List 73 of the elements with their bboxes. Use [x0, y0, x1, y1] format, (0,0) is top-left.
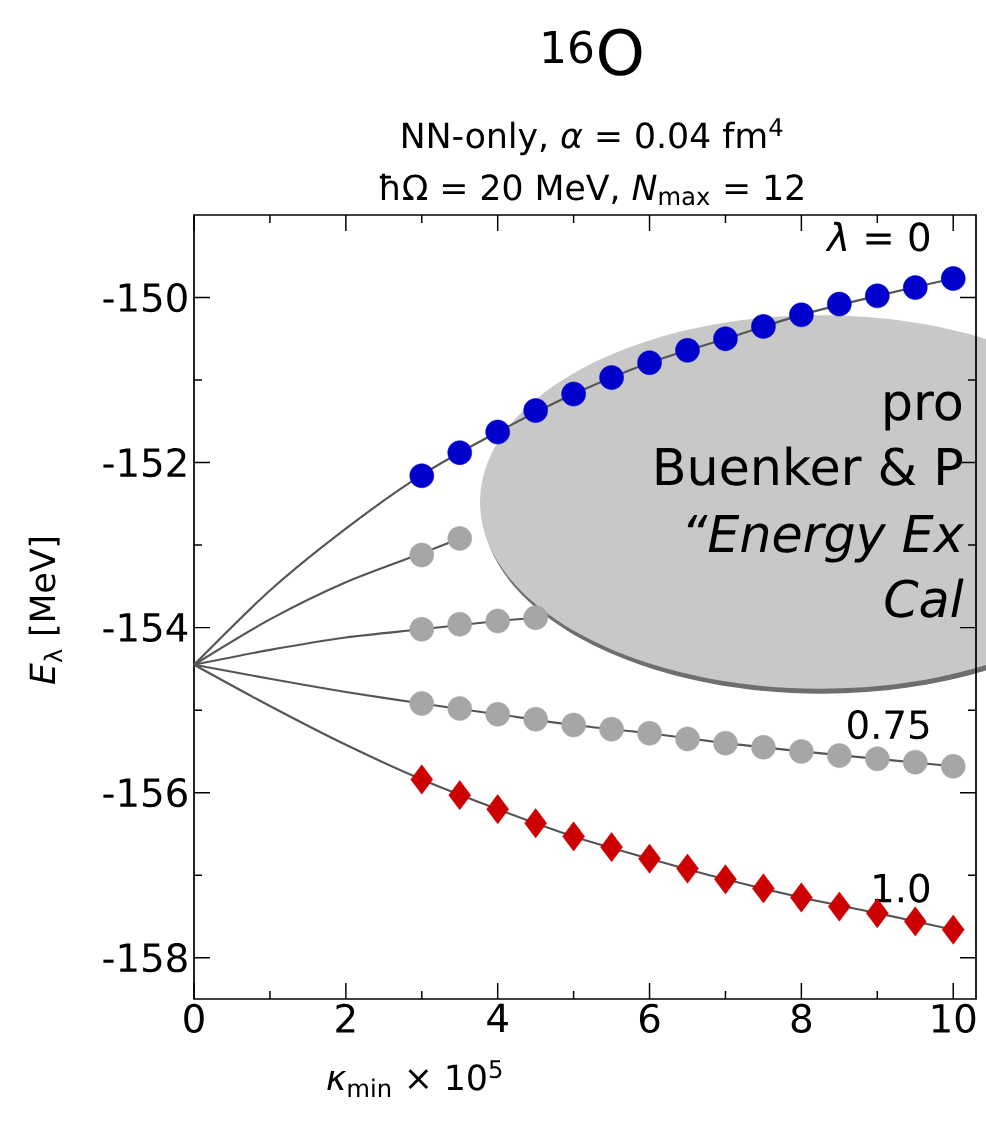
x-tick-label: 2 — [336, 1003, 355, 1033]
point — [600, 832, 623, 863]
y-axis-title: E$_{λ}$ [MeV] — [28, 538, 63, 685]
y-tick-label: -150 — [103, 282, 187, 313]
point — [561, 712, 586, 738]
chart-subtitle: NN-only, α = 0.04 fm$^{4}$ — [403, 118, 783, 156]
point — [865, 746, 890, 772]
point — [485, 608, 510, 634]
y-tick-label: -158 — [103, 943, 187, 973]
point — [637, 720, 662, 746]
point — [562, 821, 585, 852]
point — [940, 266, 966, 291]
point — [714, 864, 737, 895]
chart-title: $^{16}$O — [543, 28, 642, 76]
point — [599, 716, 624, 742]
point — [485, 419, 510, 445]
point — [485, 702, 510, 727]
annotation: pro — [885, 391, 962, 431]
point — [447, 526, 472, 551]
point — [752, 873, 775, 904]
text: ħΩ = 20 MeV, N$_{max}$ = 12 — [379, 173, 803, 206]
point — [599, 365, 624, 390]
point — [940, 754, 966, 779]
point — [789, 739, 814, 764]
point — [865, 283, 890, 309]
point — [409, 617, 435, 642]
y-tick-label: -152 — [103, 447, 186, 478]
point — [448, 780, 471, 811]
point — [903, 749, 928, 775]
point — [903, 275, 928, 300]
point — [941, 914, 965, 945]
point — [409, 542, 435, 568]
point — [675, 338, 700, 363]
series-label: 0.75 — [848, 710, 929, 740]
point — [447, 696, 472, 721]
series-label: λ = 0 — [825, 221, 930, 252]
point — [523, 398, 548, 423]
point — [524, 808, 547, 839]
series-label: 1.0 — [874, 873, 930, 903]
x-axis-title: κ$_{min}$ × 10$^{5}$ — [327, 1060, 502, 1098]
point — [904, 906, 927, 937]
point — [410, 764, 434, 795]
annotation: Cal — [885, 578, 964, 618]
point — [638, 843, 661, 874]
point — [751, 314, 776, 339]
point — [827, 291, 852, 317]
point — [751, 735, 776, 760]
point — [713, 326, 738, 352]
point — [637, 350, 662, 375]
x-tick-label: 8 — [791, 1003, 812, 1033]
x-tick-label: 0 — [184, 1003, 204, 1033]
point — [523, 706, 548, 732]
point — [409, 691, 435, 716]
annotation: Buenker & P — [656, 446, 962, 486]
x-tick-label: 6 — [639, 1003, 660, 1033]
point — [789, 302, 814, 328]
y-tick-label: -156 — [103, 778, 187, 808]
x-tick-label: 4 — [487, 1003, 508, 1032]
point — [675, 726, 700, 752]
x-tick-label: 10 — [932, 1003, 976, 1033]
point — [523, 605, 548, 630]
point — [676, 853, 699, 884]
point — [790, 882, 813, 913]
point — [447, 612, 472, 637]
point — [827, 743, 852, 768]
point — [561, 381, 586, 407]
y-tick-label: -154 — [103, 613, 188, 642]
point — [447, 440, 472, 465]
point — [713, 730, 738, 756]
point — [828, 891, 851, 922]
point — [486, 794, 509, 825]
point — [409, 463, 435, 489]
annotation: “Energy Ex — [687, 515, 965, 563]
